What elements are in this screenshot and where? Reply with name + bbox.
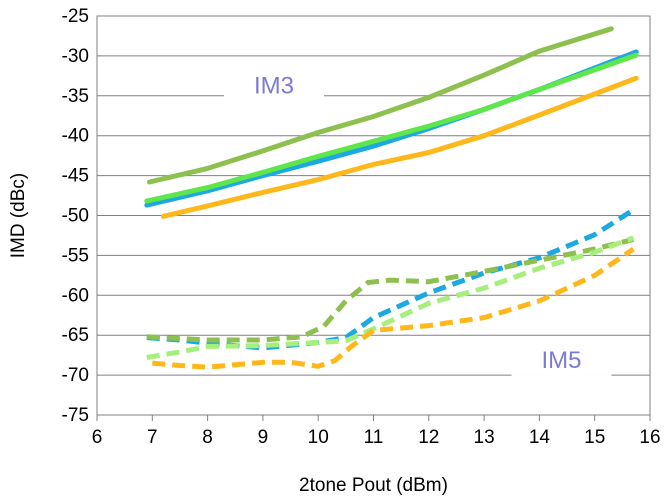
x-tick-label: 13 [474, 427, 495, 448]
y-tick-label: -40 [62, 126, 89, 147]
annotation-background [511, 341, 612, 376]
im3-series-line [147, 26, 614, 185]
annotation-label: IM5 [542, 347, 582, 374]
y-tick-labels: -25 -30 -35 -40 -45 -50 -55 -60 -65 -70 -75 [62, 6, 89, 426]
y-tick-label: -65 [62, 325, 89, 346]
im5-series-line [146, 236, 635, 343]
x-axis-title: 2tone Pout (dBm) [299, 475, 448, 496]
annotation-background [223, 67, 324, 102]
y-tick-label: -60 [62, 285, 89, 306]
x-tick-label: 16 [639, 427, 660, 448]
x-tick-label: 11 [364, 427, 384, 448]
x-tick-label: 12 [418, 427, 439, 448]
annotation-label: IM3 [254, 72, 294, 99]
annotations: IM3 IM5 [223, 67, 612, 376]
x-tick-label: 14 [529, 427, 551, 448]
im3-series-line [144, 52, 639, 204]
y-tick-label: -50 [62, 206, 89, 227]
x-tick-label: 15 [584, 427, 605, 448]
y-tick-label: -30 [62, 46, 89, 67]
im5-series-line [152, 246, 635, 370]
x-tick-label: 6 [92, 427, 103, 448]
y-tick-label: -55 [62, 245, 89, 266]
y-axis-title: IMD (dBc) [8, 173, 29, 259]
y-tick-label: -70 [62, 365, 89, 386]
x-tick-label: 9 [258, 427, 269, 448]
x-tick-label: 10 [308, 427, 329, 448]
y-tick-label: -75 [62, 405, 89, 426]
y-tick-label: -25 [62, 6, 89, 27]
x-tick-label: 7 [147, 427, 158, 448]
series-group [144, 26, 639, 370]
x-tick-label: 8 [202, 427, 213, 448]
im3-series-line [160, 75, 639, 219]
y-tick-label: -45 [62, 166, 89, 187]
im5-series-line [146, 207, 635, 351]
y-tick-label: -35 [62, 86, 89, 107]
x-tick-labels: 6 7 8 9 10 11 12 13 14 15 16 [92, 415, 661, 448]
